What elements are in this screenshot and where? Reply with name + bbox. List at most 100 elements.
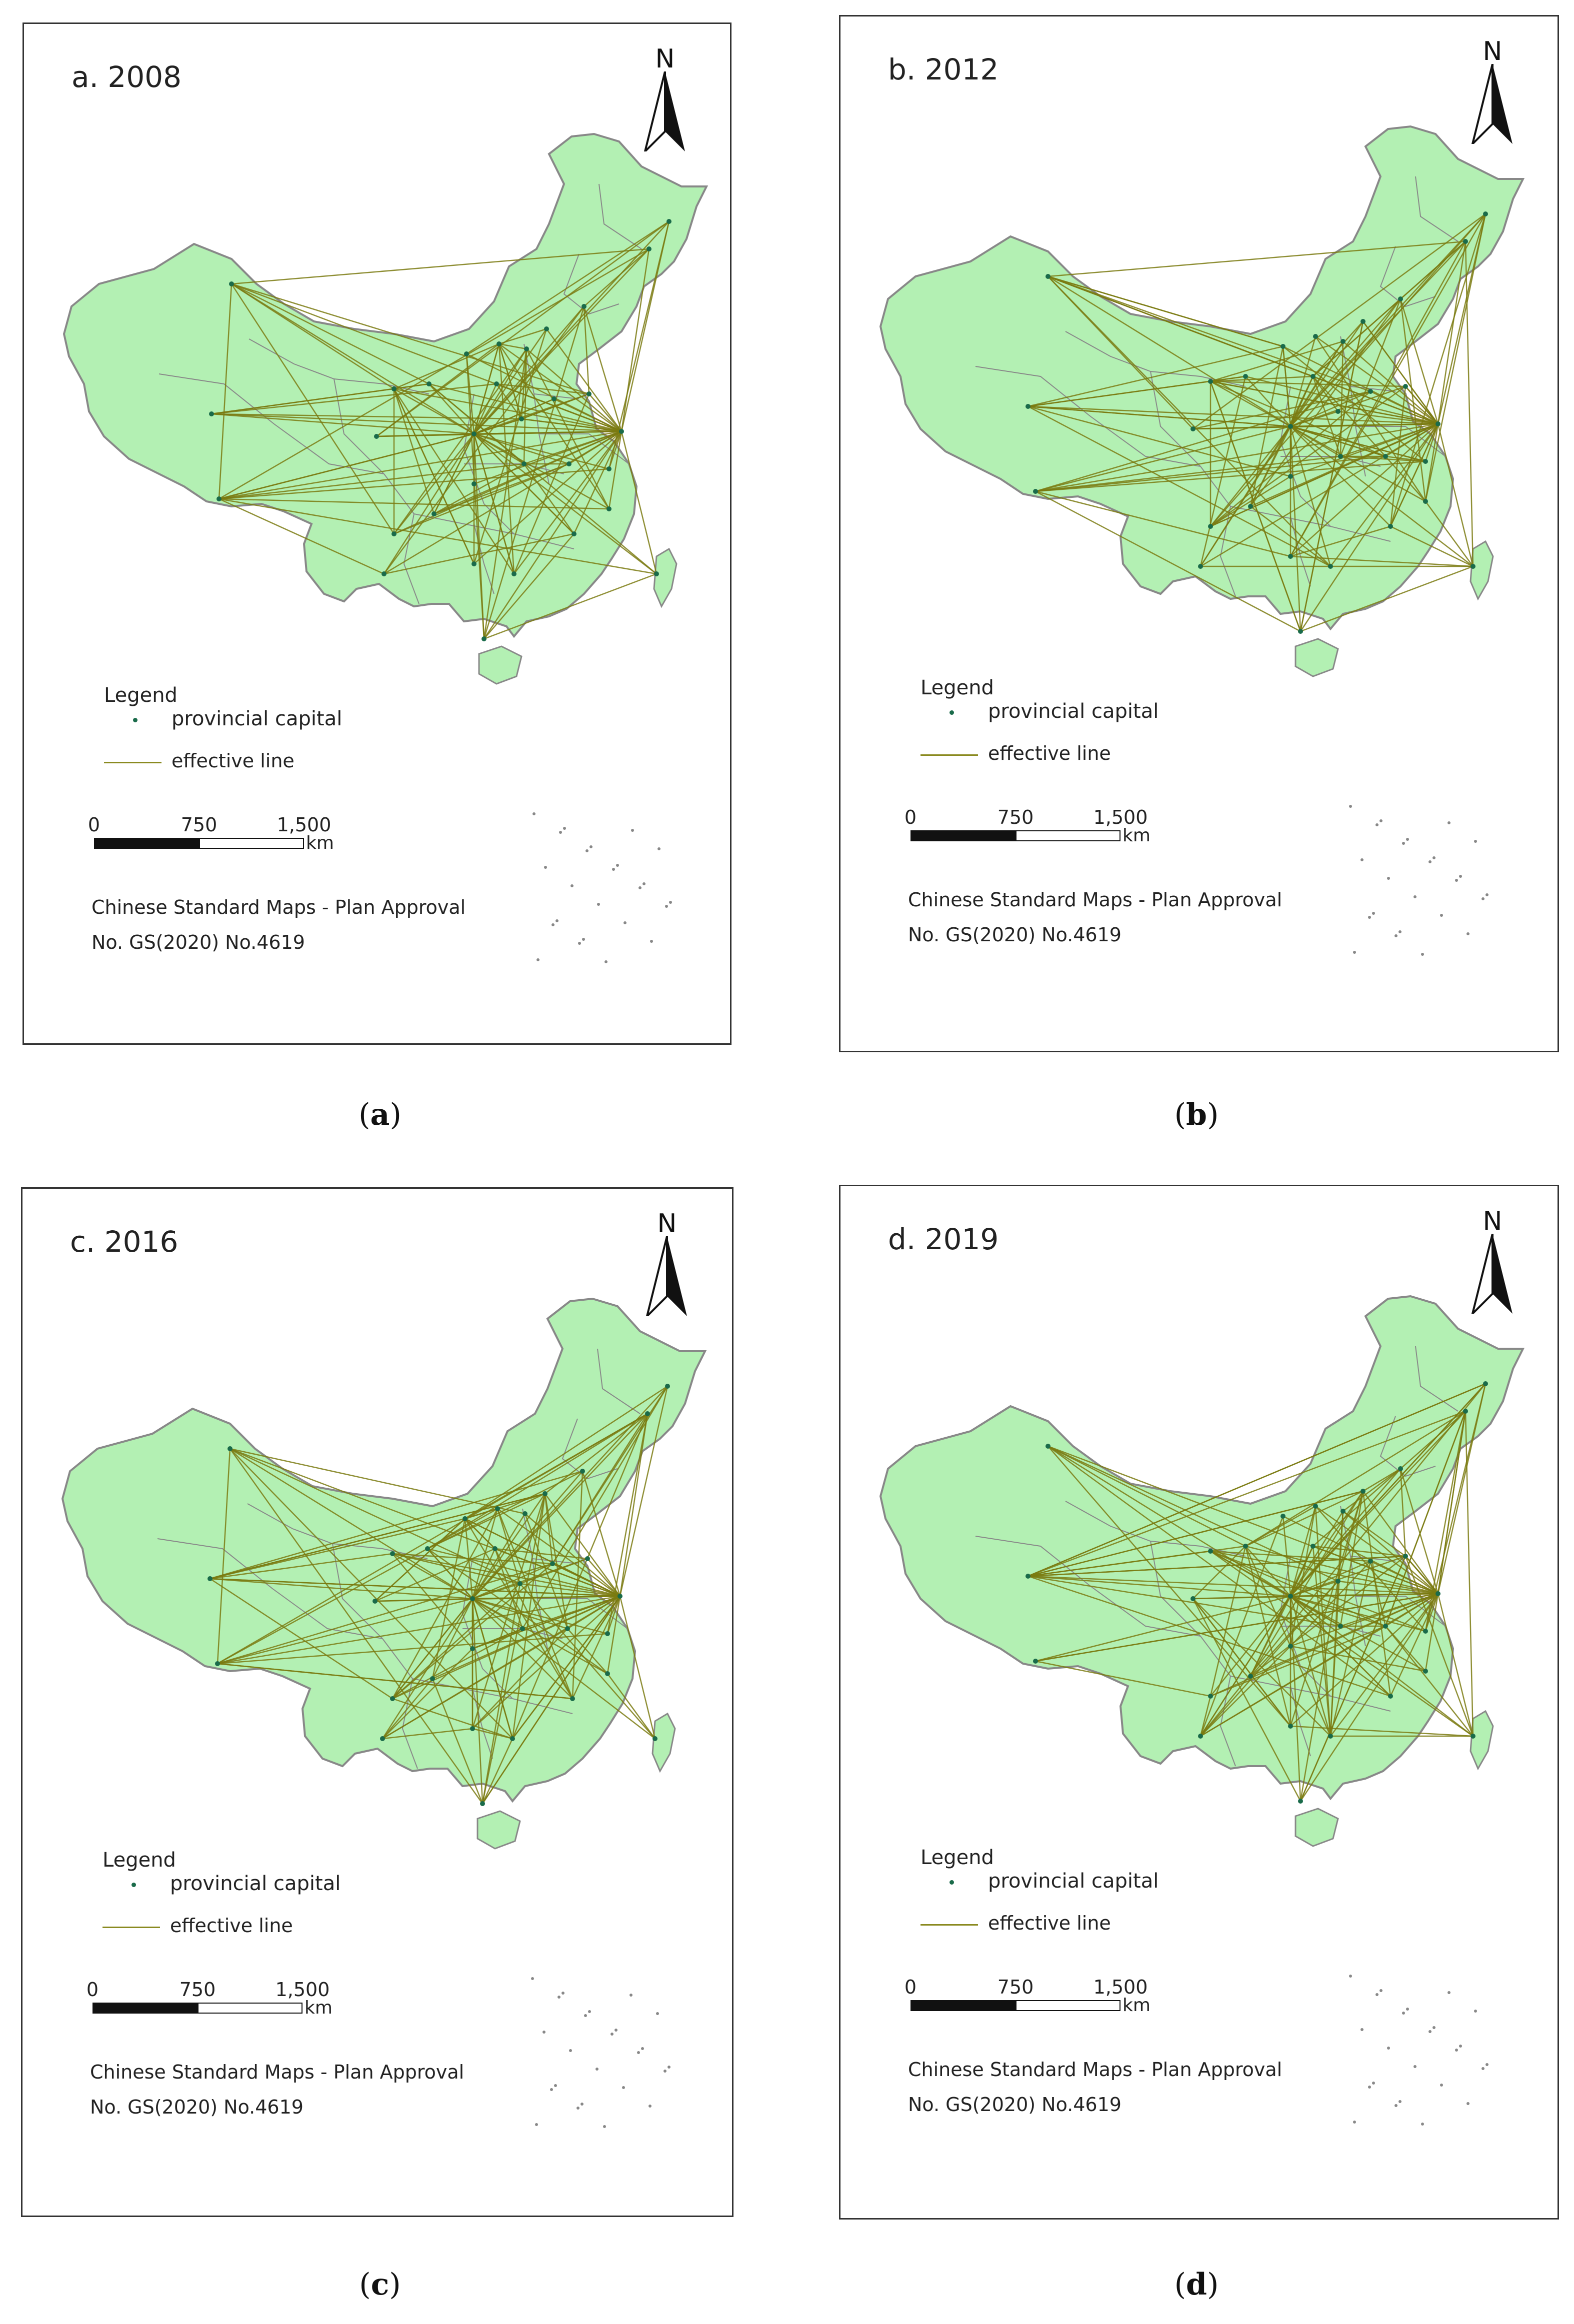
- provincial-capital-point: [1483, 1381, 1488, 1386]
- provincial-capital-point: [1328, 564, 1333, 569]
- effective-line: [472, 1628, 568, 1729]
- effective-line: [1424, 1593, 1439, 1672]
- island-dot: [582, 938, 585, 941]
- island-dot: [580, 2103, 584, 2106]
- scale-tick-750: 750: [997, 1976, 1034, 1998]
- provincial-capital-point: [580, 1469, 585, 1474]
- effective-line: [1210, 213, 1486, 527]
- effective-line: [546, 328, 622, 432]
- scale-bar-black: [94, 838, 199, 849]
- provincial-capital-point: [1046, 274, 1050, 279]
- province-border: [402, 1678, 418, 1769]
- effective-line: [217, 1563, 553, 1665]
- provincial-capital-point: [430, 1676, 435, 1681]
- effective-line: [231, 283, 394, 390]
- provincial-capital-point: [1423, 1669, 1428, 1674]
- effective-line: [472, 1598, 484, 1804]
- province-border: [1220, 506, 1236, 597]
- island-dot: [624, 921, 626, 924]
- effective-line: [1200, 1516, 1284, 1737]
- scale-tick-1500: 1,500: [1093, 806, 1148, 828]
- effective-line: [1342, 341, 1438, 424]
- effective-line: [1035, 490, 1291, 557]
- effective-line: [474, 433, 570, 465]
- effective-line: [1290, 525, 1391, 557]
- provincial-capital-point: [606, 466, 612, 471]
- effective-line: [464, 1385, 668, 1520]
- provincial-capital-point: [646, 246, 652, 251]
- effective-line: [1200, 1383, 1486, 1737]
- china-map-a: [62, 132, 708, 963]
- effective-line: [512, 1493, 546, 1739]
- island-dot: [1360, 2028, 1364, 2031]
- island-dot: [562, 1992, 564, 1995]
- scale-bar-a: 0 750 1,500 km: [88, 814, 374, 854]
- north-arrow-icon: [1471, 1234, 1512, 1314]
- effective-line: [1028, 1575, 1438, 1595]
- scale-tick-1500: 1,500: [276, 814, 332, 836]
- provincial-capital-point: [1423, 459, 1428, 464]
- scale-tick-0: 0: [904, 1976, 917, 1998]
- effective-line: [1028, 1490, 1364, 1577]
- island-dot: [1380, 819, 1382, 822]
- provincial-capital-point: [380, 1736, 385, 1741]
- island-dot: [542, 2031, 546, 2034]
- north-arrow-d: N: [1470, 1206, 1515, 1314]
- provincial-capital-point: [654, 571, 659, 576]
- effective-line: [484, 573, 657, 640]
- panel-title-d: d. 2019: [888, 1222, 999, 1256]
- effective-line: [1315, 1505, 1438, 1595]
- island-dot: [554, 2084, 557, 2087]
- effective-line: [1250, 1556, 1406, 1677]
- effective-line: [229, 1448, 484, 1804]
- map-panel-b: b. 2012 N Legend provincial capital effe…: [839, 15, 1559, 1052]
- effective-line: [230, 1448, 526, 1515]
- effective-line: [1210, 380, 1438, 425]
- island-dot: [1376, 823, 1378, 826]
- effective-line: [606, 1596, 621, 1674]
- island-dot: [544, 866, 547, 869]
- effective-line: [1405, 1556, 1438, 1594]
- effective-line: [482, 1738, 514, 1804]
- scale-bar-white: [1016, 830, 1120, 841]
- effective-line: [584, 248, 650, 307]
- effective-line: [522, 1386, 668, 1629]
- island-dot: [563, 827, 566, 830]
- legend-point-icon: [133, 718, 138, 722]
- effective-line: [1192, 1546, 1246, 1599]
- province-border: [1380, 1416, 1436, 1477]
- island-dot: [1394, 2104, 1398, 2107]
- north-label-b: N: [1482, 36, 1502, 66]
- effective-line: [218, 498, 610, 510]
- provincial-capital-point: [480, 1801, 485, 1806]
- island-dot: [569, 2049, 572, 2052]
- effective-line: [1330, 1593, 1438, 1737]
- effective-line: [392, 1553, 553, 1565]
- effective-line: [392, 1553, 473, 1649]
- effective-line: [210, 1578, 473, 1600]
- effective-line: [1028, 405, 1438, 425]
- effective-line: [1210, 375, 1314, 382]
- effective-line: [1048, 275, 1291, 427]
- effective-line: [1035, 423, 1438, 492]
- china-landmass: [62, 132, 708, 638]
- effective-line: [498, 343, 515, 574]
- provincial-capital-point: [519, 416, 524, 421]
- effective-line: [474, 430, 622, 485]
- effective-line: [583, 306, 590, 394]
- effective-line: [211, 413, 474, 435]
- provincial-capital-point: [1423, 499, 1428, 504]
- effective-line: [210, 1578, 620, 1597]
- effective-line: [466, 220, 670, 355]
- effective-line: [210, 1518, 466, 1580]
- island-dot: [1372, 2082, 1375, 2085]
- provincial-capital-point: [215, 1661, 220, 1666]
- caption-letter-b: b: [1186, 1097, 1207, 1132]
- provincial-capital-point: [472, 431, 476, 436]
- effective-line: [1362, 321, 1439, 424]
- effective-line: [472, 1595, 620, 1600]
- hainan-island: [478, 645, 522, 685]
- effective-line: [1028, 1575, 1391, 1697]
- effective-line: [1210, 340, 1344, 382]
- provincial-capital-point: [374, 434, 379, 439]
